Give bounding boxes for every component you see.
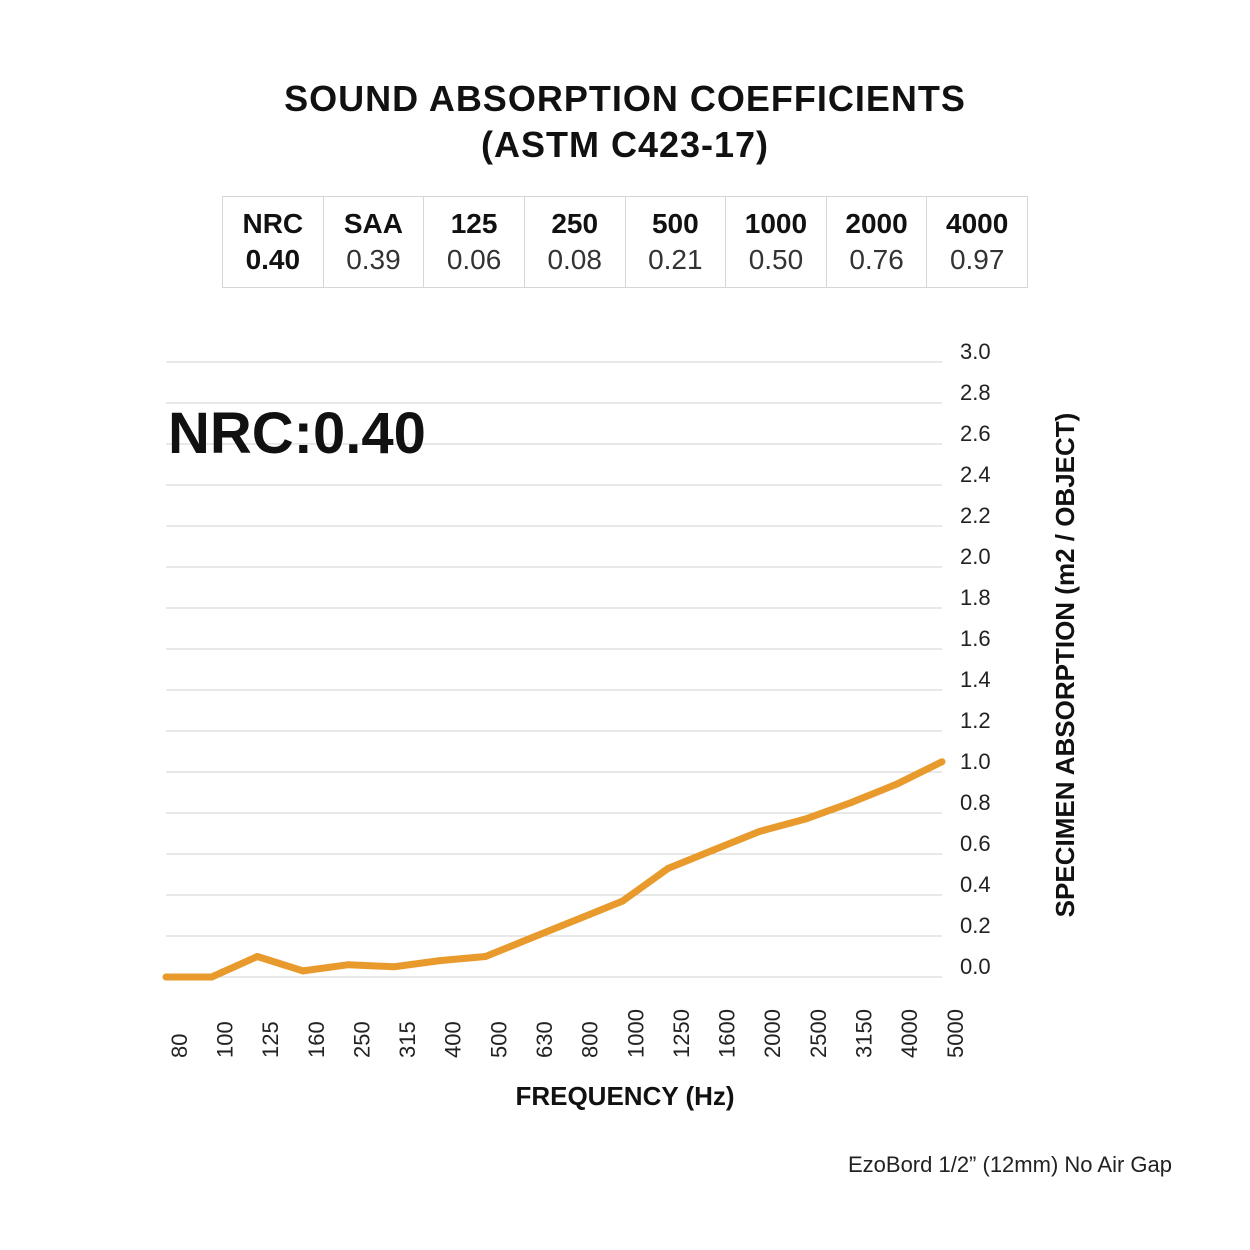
x-tick-label: 1250: [669, 1009, 694, 1058]
saa-cell: SAA 0.39: [322, 196, 425, 288]
y-tick-label: 0.8: [960, 790, 991, 815]
freq-125-header: 125: [450, 208, 498, 239]
freq-125-value: 0.06: [446, 244, 502, 275]
freq-500-cell: 500 0.21: [624, 196, 727, 288]
x-tick-label: 800: [578, 1021, 603, 1058]
x-tick-label: 5000: [943, 1009, 968, 1058]
y-tick-label: 1.4: [960, 667, 991, 692]
x-tick-label: 3150: [852, 1009, 877, 1058]
x-tick-label: 125: [258, 1021, 283, 1058]
data-point: [482, 953, 490, 960]
data-point: [710, 846, 718, 854]
freq-500-header: 500: [651, 208, 699, 239]
freq-125-cell: 125 0.06: [423, 196, 525, 288]
y-tick-label: 2.4: [960, 462, 991, 487]
x-tick-label: 315: [395, 1021, 420, 1058]
data-point: [847, 799, 855, 807]
x-tick-label: 160: [304, 1021, 329, 1058]
x-tick-label: 250: [349, 1021, 374, 1058]
data-point: [527, 934, 535, 942]
y-tick-label: 1.0: [960, 749, 991, 774]
freq-1000-value: 0.50: [748, 244, 804, 275]
y-axis-ticks: 0.0 0.2 0.4 0.6 0.8 1.0 1.2 1.4 1.6 1.8 2.0 2.2 2.4 2…: [960, 339, 991, 979]
x-tick-label: 2500: [806, 1009, 831, 1058]
y-tick-label: 1.8: [960, 585, 991, 610]
data-point: [801, 815, 809, 823]
data-point: [573, 916, 581, 924]
freq-250-cell: 250 0.08: [523, 196, 626, 288]
x-tick-label: 500: [486, 1021, 511, 1058]
specimen-footnote: EzoBord 1/2” (12mm) No Air Gap: [847, 1152, 1172, 1177]
chart-title-line2: (ASTM C423-17): [480, 124, 770, 165]
freq-500-value: 0.21: [648, 244, 703, 275]
chart-title-line1: SOUND ABSORPTION COEFFICIENTS: [284, 78, 966, 119]
y-tick-label: 2.0: [960, 544, 991, 569]
saa-value: 0.39: [346, 244, 401, 275]
x-axis-label: FREQUENCY (Hz): [515, 1081, 734, 1111]
freq-4000-cell: 4000 0.97: [926, 196, 1028, 288]
y-tick-label: 0.0: [960, 954, 991, 979]
coefficient-table: NRC 0.40 SAA 0.39 125 0.06 250 0.08 500 0.21 …: [222, 196, 1028, 288]
x-tick-label: 1600: [715, 1009, 740, 1058]
data-point: [938, 758, 946, 766]
data-point: [436, 957, 444, 965]
x-tick-label: 400: [441, 1021, 466, 1058]
freq-4000-header: 4000: [946, 208, 1009, 239]
y-tick-label: 0.4: [960, 872, 991, 897]
freq-2000-value: 0.76: [849, 244, 904, 275]
y-tick-label: 0.6: [960, 831, 991, 856]
freq-2000-cell: 2000 0.76: [825, 196, 928, 288]
freq-4000-value: 0.97: [949, 244, 1005, 275]
x-axis-ticks: 80 100 125 160 250 315 400 500 630 800 1000 1250 160…: [167, 1009, 968, 1058]
coefficient-row: NRC 0.40 SAA 0.39 125 0.06 250 0.08 500 0.21 …: [222, 196, 1028, 288]
data-point: [345, 961, 353, 969]
data-point: [299, 967, 307, 975]
freq-2000-header: 2000: [845, 208, 908, 239]
freq-1000-header: 1000: [744, 208, 808, 239]
data-point: [162, 973, 170, 981]
data-point: [664, 864, 672, 872]
absorption-series-line: [166, 758, 944, 981]
data-point: [390, 963, 398, 971]
y-axis-label: SPECIMEN ABSORPTION (m2 / OBJECT): [1050, 413, 1080, 918]
data-point: [892, 780, 900, 788]
y-tick-label: 2.8: [960, 380, 991, 405]
y-tick-label: 1.2: [960, 708, 991, 733]
y-tick-label: 2.2: [960, 503, 991, 528]
x-tick-label: 80: [167, 1034, 192, 1058]
x-tick-label: 630: [532, 1021, 557, 1058]
data-point: [755, 827, 763, 835]
nrc-value: 0.40: [245, 244, 301, 275]
freq-1000-cell: 1000 0.50: [725, 196, 827, 288]
nrc-header: NRC: [242, 208, 304, 239]
nrc-annotation: NRC:0.40: [168, 401, 426, 466]
y-tick-label: 2.6: [960, 421, 991, 446]
x-tick-label: 2000: [760, 1009, 785, 1058]
saa-header: SAA: [343, 208, 403, 239]
data-point: [208, 973, 216, 981]
nrc-cell: NRC 0.40: [222, 196, 324, 288]
x-tick-label: 4000: [897, 1009, 922, 1058]
x-tick-label: 1000: [623, 1009, 648, 1058]
x-tick-label: 100: [212, 1021, 237, 1058]
series-group: [162, 758, 946, 981]
y-tick-label: 1.6: [960, 626, 991, 651]
y-tick-label: 0.2: [960, 913, 991, 938]
y-tick-label: 3.0: [960, 339, 991, 364]
freq-250-header: 250: [551, 208, 599, 239]
freq-250-value: 0.08: [547, 244, 602, 275]
data-point: [253, 953, 261, 960]
data-point: [618, 897, 626, 905]
